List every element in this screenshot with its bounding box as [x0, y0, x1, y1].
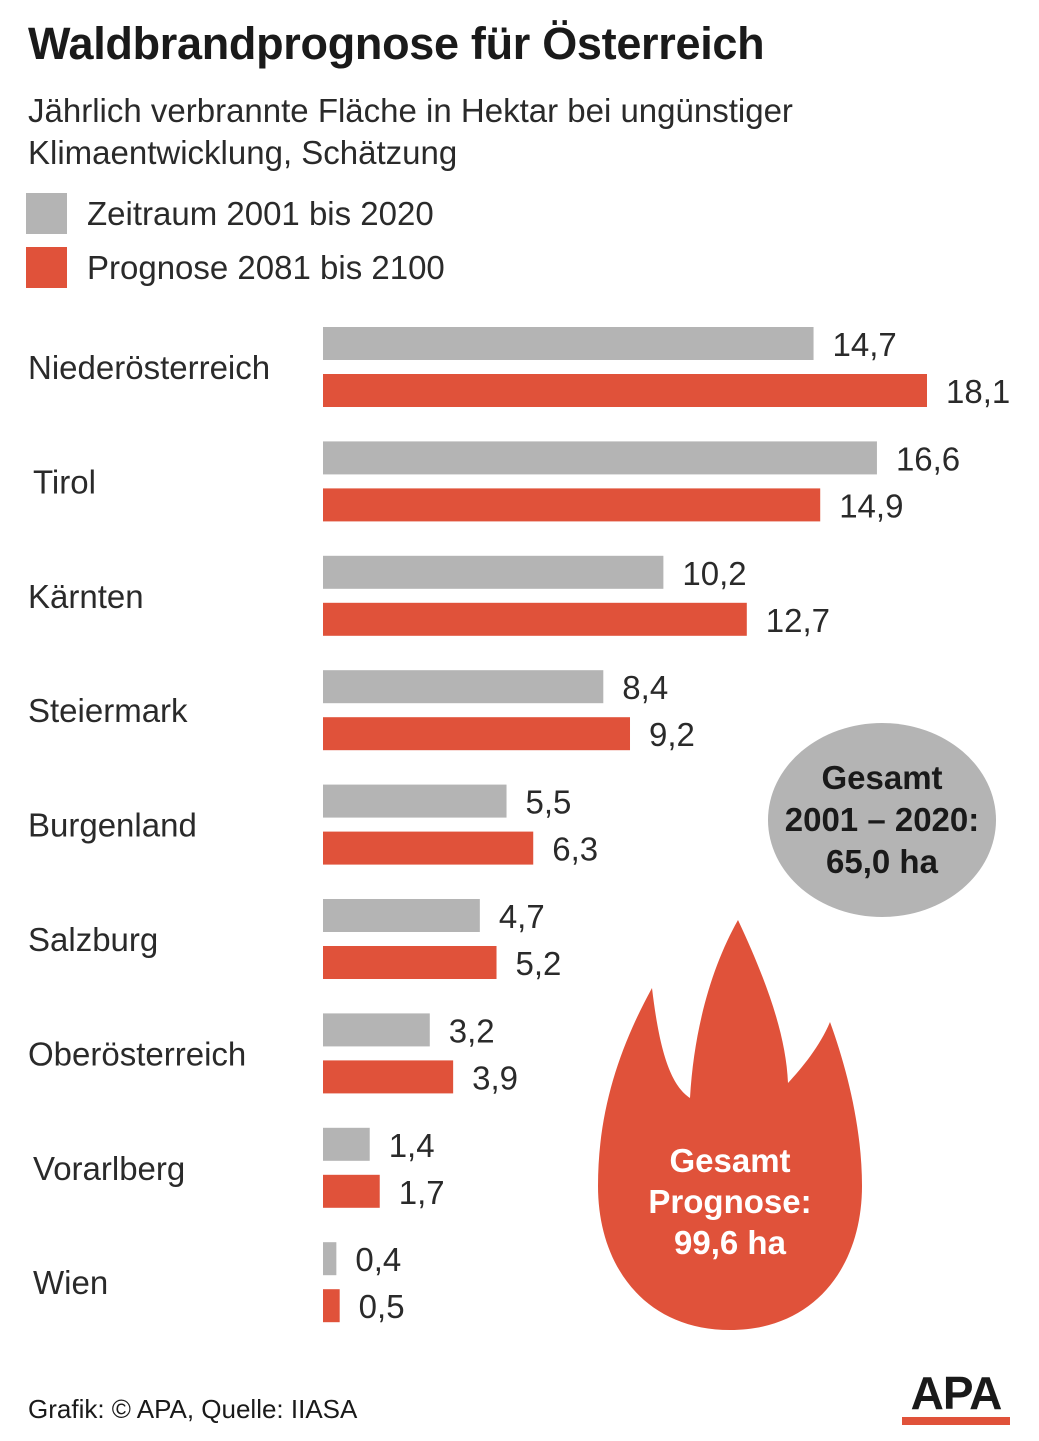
value-label-prognose-karnten: 12,7 [766, 602, 830, 639]
value-label-historic-steiermark: 8,4 [622, 669, 668, 706]
category-label-steiermark: Steiermark [28, 692, 188, 729]
value-label-prognose-wien: 0,5 [359, 1288, 405, 1325]
value-label-prognose-salzburg: 5,2 [516, 945, 562, 982]
legend-swatch-prognose [26, 247, 67, 288]
gesamt-historic-line-3: 65,0 ha [826, 843, 938, 880]
bar-prognose-niederosterreich [323, 374, 927, 407]
bar-prognose-salzburg [323, 946, 497, 979]
bar-prognose-burgenland [323, 831, 534, 865]
value-label-historic-karnten: 10,2 [682, 555, 746, 592]
bar-historic-salzburg [323, 899, 480, 932]
bar-historic-steiermark [323, 670, 604, 704]
value-label-prognose-tirol: 14,9 [839, 487, 903, 524]
bar-historic-niederosterreich [323, 327, 814, 360]
category-label-salzburg: Salzburg [28, 921, 158, 958]
bar-prognose-karnten [323, 602, 747, 636]
value-label-historic-salzburg: 4,7 [499, 898, 545, 935]
category-label-niederosterreich: Niederösterreich [28, 349, 270, 386]
category-label-oberosterreich: Oberösterreich [28, 1035, 246, 1072]
gesamt-historic-line-1: Gesamt [821, 759, 943, 796]
value-label-historic-wien: 0,4 [355, 1241, 401, 1278]
legend-label-historic: Zeitraum 2001 bis 2020 [87, 195, 434, 232]
gesamt-prognose-line-2: Prognose: [648, 1183, 812, 1220]
bar-prognose-steiermark [323, 717, 631, 751]
gesamt-historic-badge: Gesamt 2001 – 2020: 65,0 ha [768, 723, 996, 917]
bar-prognose-oberosterreich [323, 1060, 454, 1094]
category-label-karnten: Kärnten [28, 578, 144, 615]
value-label-prognose-vorarlberg: 1,7 [399, 1174, 445, 1211]
legend-label-prognose: Prognose 2081 bis 2100 [87, 249, 445, 286]
bar-historic-karnten [323, 555, 664, 589]
category-label-tirol: Tirol [33, 463, 96, 500]
value-label-historic-oberosterreich: 3,2 [449, 1012, 495, 1049]
gesamt-prognose-label: Gesamt Prognose: 99,6 ha [590, 1140, 870, 1263]
value-label-prognose-oberosterreich: 3,9 [472, 1059, 518, 1096]
chart-subtitle: Jährlich verbrannte Fläche in Hektar bei… [28, 92, 793, 171]
category-label-vorarlberg: Vorarlberg [33, 1150, 185, 1187]
chart-title: Waldbrandprognose für Österreich [28, 18, 765, 69]
apa-logo-text: APA [910, 1367, 1003, 1419]
value-label-prognose-niederosterreich: 18,1 [946, 373, 1010, 410]
value-label-historic-vorarlberg: 1,4 [389, 1127, 435, 1164]
value-label-historic-burgenland: 5,5 [526, 784, 572, 821]
bar-historic-oberosterreich [323, 1013, 430, 1047]
value-label-historic-niederosterreich: 14,7 [833, 326, 897, 363]
flame-icon [598, 920, 862, 1330]
source-credit: Grafik: © APA, Quelle: IIASA [28, 1394, 358, 1424]
bar-historic-vorarlberg [323, 1127, 370, 1161]
bar-prognose-wien [323, 1289, 340, 1323]
gesamt-prognose-line-3: 99,6 ha [674, 1224, 786, 1261]
value-label-prognose-steiermark: 9,2 [649, 716, 695, 753]
bar-prognose-tirol [323, 488, 821, 522]
category-label-wien: Wien [33, 1264, 108, 1301]
apa-logo: APA [898, 1367, 1014, 1425]
apa-logo-bar [902, 1417, 1010, 1425]
bar-prognose-vorarlberg [323, 1174, 380, 1208]
legend-swatch-historic [26, 193, 67, 234]
bar-historic-tirol [323, 441, 877, 475]
value-label-prognose-burgenland: 6,3 [552, 831, 598, 868]
value-label-historic-tirol: 16,6 [896, 440, 960, 477]
gesamt-historic-line-2: 2001 – 2020: [784, 801, 980, 838]
gesamt-prognose-line-1: Gesamt [669, 1142, 791, 1179]
bar-historic-burgenland [323, 784, 507, 818]
bar-historic-wien [323, 1242, 337, 1276]
category-label-burgenland: Burgenland [28, 807, 197, 844]
